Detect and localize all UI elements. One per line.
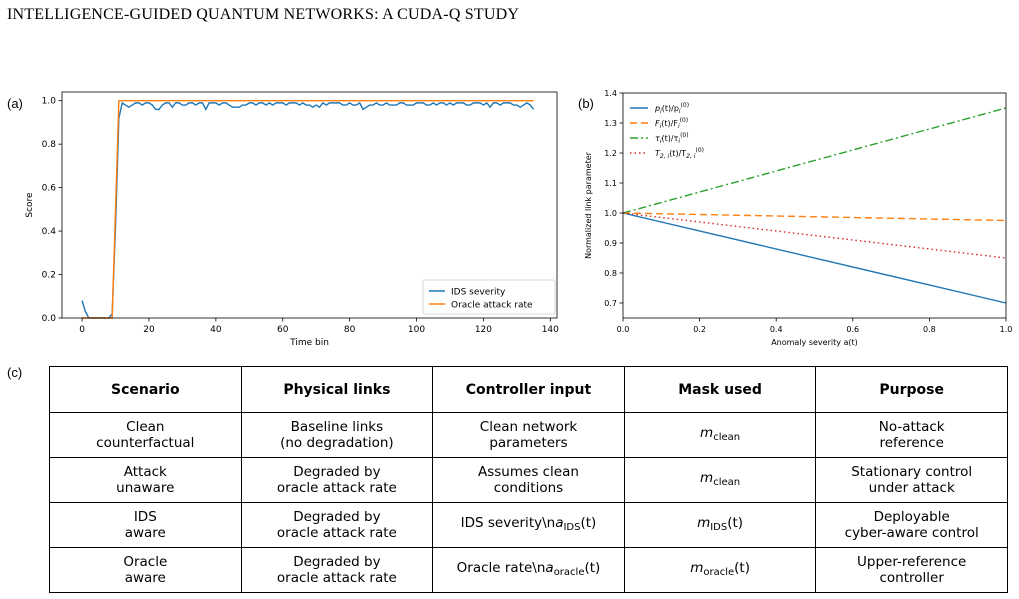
x-tick-label: 140: [542, 325, 559, 335]
y-tick-label: 0.4: [42, 227, 57, 237]
plot-frame: [622, 92, 1007, 319]
cell-input: Assumes clean conditions: [432, 457, 625, 503]
legend-label: pi(t)/pi(0): [654, 102, 689, 115]
y-tick-label: 1.4: [604, 89, 617, 98]
series-line-3: [622, 212, 1007, 259]
x-tick-label: 0: [79, 325, 85, 335]
x-tick-label: 60: [277, 325, 289, 335]
cell-scenario: Attack unaware: [49, 457, 242, 503]
legend-label: τi(t)/τi(0): [655, 132, 689, 145]
cell-mask: mIDS(t): [623, 502, 817, 548]
x-tick-label: 0.6: [846, 325, 859, 334]
plot-frame: [61, 91, 558, 319]
cell-links: Degraded by oracle attack rate: [240, 457, 434, 503]
x-axis-label: Time bin: [289, 338, 329, 348]
cell-scenario: Clean counterfactual: [49, 412, 242, 458]
scenario-table: Scenario Physical links Controller input…: [49, 366, 1008, 593]
table-row: IDS aware Degraded by oracle attack rate…: [49, 502, 1008, 548]
panel-label-b: (b): [578, 96, 594, 111]
header-physical-links: Physical links: [240, 366, 434, 413]
legend-label: IDS severity: [451, 288, 506, 298]
y-tick-label: 1.0: [42, 97, 57, 107]
x-axis-label: Anomaly severity a(t): [771, 338, 858, 347]
legend-label: T2, i(t)/T2, i(0): [655, 147, 704, 160]
cell-input: IDS severity\naIDS(t): [432, 502, 625, 548]
y-tick-label: 0.7: [604, 299, 617, 308]
x-tick-label: 20: [143, 325, 155, 335]
x-tick-label: 80: [344, 325, 356, 335]
cell-input: Oracle rate\naoracle(t): [432, 547, 625, 593]
y-axis-label: Score: [25, 192, 35, 218]
cell-links: Baseline links (no degradation): [240, 412, 434, 458]
page-header: INTELLIGENCE-GUIDED QUANTUM NETWORKS: A …: [7, 6, 520, 23]
series-line-0: [622, 212, 1007, 304]
table-row: Clean counterfactual Baseline links (no …: [49, 412, 1008, 458]
cell-mask: moracle(t): [623, 547, 817, 593]
cell-mask: mclean: [623, 412, 817, 458]
cell-purpose: Deployable cyber-aware control: [815, 502, 1008, 548]
series-line-2: [622, 107, 1007, 214]
cell-scenario: IDS aware: [49, 502, 242, 548]
y-axis-label: Normalized link parameter: [584, 151, 593, 259]
y-tick-label: 0.8: [604, 269, 617, 278]
x-tick-label: 0.2: [693, 325, 706, 334]
x-tick-label: 120: [475, 325, 492, 335]
table-row: Oracle aware Degraded by oracle attack r…: [49, 547, 1008, 593]
header-scenario: Scenario: [49, 366, 242, 413]
x-tick-label: 0.0: [617, 325, 630, 334]
cell-input: Clean network parameters: [432, 412, 625, 458]
cell-purpose: Upper-reference controller: [815, 547, 1008, 593]
chart-normalized-link: 0.0 0.2 0.4 0.6 0.8 1.0 0.7 0.8 0.9 1.0 1.1 1.2 1.3 1…: [584, 89, 1013, 347]
y-tick-label: 0.2: [42, 271, 56, 281]
header-purpose: Purpose: [815, 366, 1008, 413]
cell-links: Degraded by oracle attack rate: [240, 502, 434, 548]
cell-purpose: No-attack reference: [815, 412, 1008, 458]
y-tick-label: 1.0: [604, 209, 617, 218]
panel-label-c: (c): [7, 365, 23, 380]
header-controller-input: Controller input: [432, 366, 625, 413]
table-row: Attack unaware Degraded by oracle attack…: [49, 457, 1008, 503]
cell-scenario: Oracle aware: [49, 547, 242, 593]
series-line-0: [81, 101, 535, 319]
chart-ids-severity: 0 20 40 60 80 100 120 140 0.0 0.2 0.4 0.6 0.8 1.0 Time…: [25, 91, 559, 348]
legend-label: Fi(t)/Fi(0): [655, 117, 688, 130]
cell-mask: mclean: [623, 457, 817, 503]
y-tick-label: 0.8: [42, 140, 57, 150]
panel-label-a: (a): [7, 96, 23, 111]
header-mask-used: Mask used: [623, 366, 817, 413]
x-tick-label: 40: [210, 325, 222, 335]
legend-box: [422, 279, 556, 315]
cell-purpose: Stationary control under attack: [815, 457, 1008, 503]
cell-links: Degraded by oracle attack rate: [240, 547, 434, 593]
x-tick-label: 0.8: [923, 325, 936, 334]
y-tick-label: 1.1: [604, 179, 617, 188]
x-tick-label: 0.4: [770, 325, 783, 334]
y-tick-label: 0.0: [42, 314, 57, 324]
table-header-row: Scenario Physical links Controller input…: [49, 366, 1008, 413]
y-tick-label: 0.9: [604, 239, 617, 248]
x-tick-label: 100: [408, 325, 425, 335]
y-tick-label: 0.6: [42, 184, 57, 194]
y-tick-label: 1.2: [604, 149, 617, 158]
series-line-1: [622, 212, 1007, 222]
legend-label: Oracle attack rate: [451, 301, 533, 311]
y-tick-label: 1.3: [604, 119, 617, 128]
x-tick-label: 1.0: [1000, 325, 1013, 334]
